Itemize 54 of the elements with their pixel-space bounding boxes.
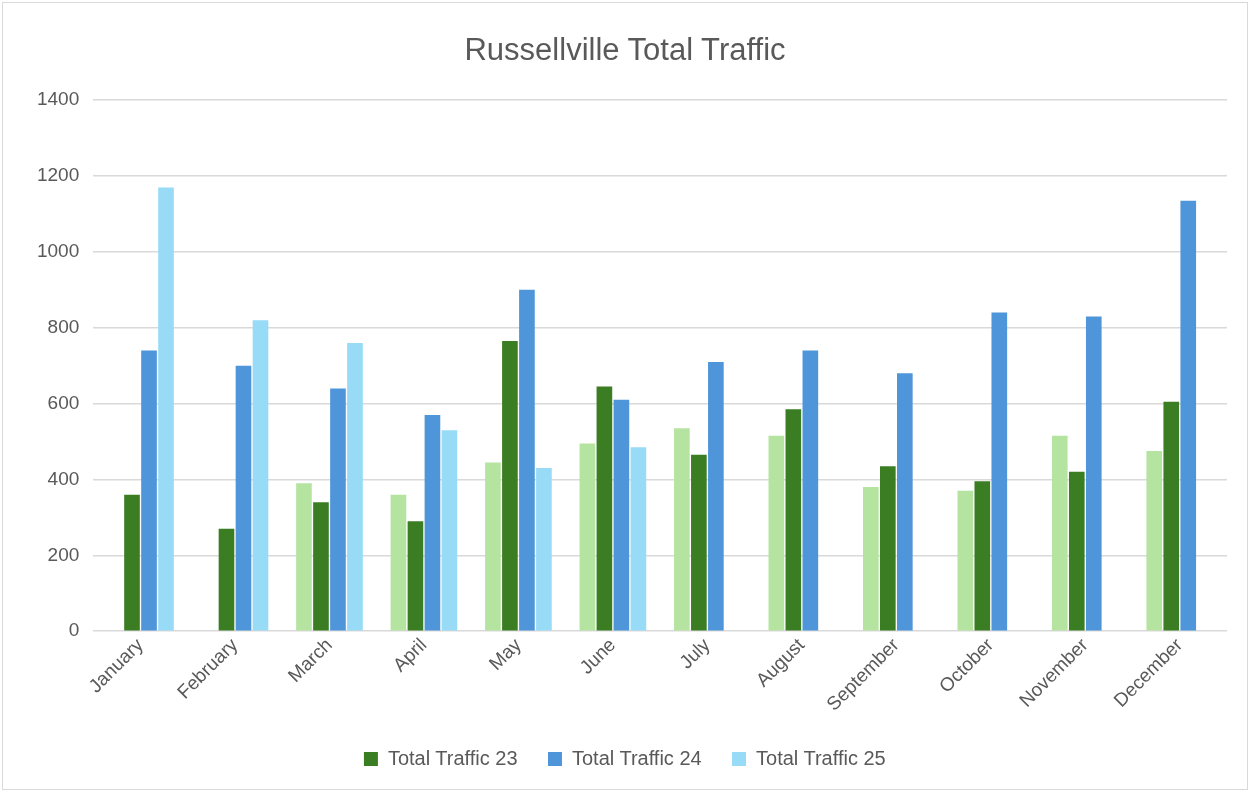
y-tick-label: 1000 <box>36 240 80 262</box>
bar <box>235 365 252 631</box>
bar <box>390 494 407 631</box>
bar <box>785 409 802 631</box>
bar <box>252 320 269 631</box>
bar <box>768 435 785 631</box>
bar <box>519 289 535 631</box>
y-tick-label: 800 <box>47 315 80 337</box>
bar <box>1180 200 1197 631</box>
bar <box>347 342 363 631</box>
y-tick-label: 0 <box>68 619 80 641</box>
x-tick-label: May <box>484 633 526 675</box>
y-tick-label: 1400 <box>36 88 80 110</box>
bar <box>485 462 501 631</box>
bar <box>630 447 647 631</box>
bar <box>613 399 630 631</box>
bar <box>1163 401 1180 631</box>
bar <box>596 386 613 631</box>
bar <box>124 494 140 631</box>
bar <box>1068 471 1085 631</box>
bar <box>579 443 596 631</box>
bar <box>863 487 879 631</box>
legend-label: Total Traffic 25 <box>756 746 886 769</box>
bar <box>296 483 312 631</box>
bar <box>218 528 235 631</box>
bar <box>313 502 329 631</box>
bar <box>991 312 1008 631</box>
y-tick-label: 200 <box>47 543 80 565</box>
bar <box>880 466 896 631</box>
bar <box>708 361 724 631</box>
legend-label: Total Traffic 24 <box>571 746 702 769</box>
bar <box>1146 451 1163 631</box>
y-tick-label: 400 <box>47 467 80 489</box>
bar <box>897 373 913 631</box>
bar <box>536 468 552 631</box>
bar <box>441 430 458 631</box>
bar <box>974 481 991 631</box>
bar <box>674 428 690 631</box>
bar <box>502 341 518 631</box>
chart-title: Russellville Total Traffic <box>464 32 786 68</box>
bar <box>957 490 974 631</box>
bar <box>141 350 157 631</box>
legend-label: Total Traffic 23 <box>387 746 518 769</box>
bar <box>158 187 174 631</box>
bar <box>1051 435 1068 631</box>
y-tick-label: 600 <box>47 391 80 413</box>
y-tick-label: 1200 <box>36 164 80 186</box>
bar <box>1085 316 1102 631</box>
bar <box>330 388 346 631</box>
bar <box>424 414 441 631</box>
bar <box>407 521 424 631</box>
bar <box>802 350 819 631</box>
bar <box>691 454 707 631</box>
x-tick-label: July <box>675 633 715 673</box>
